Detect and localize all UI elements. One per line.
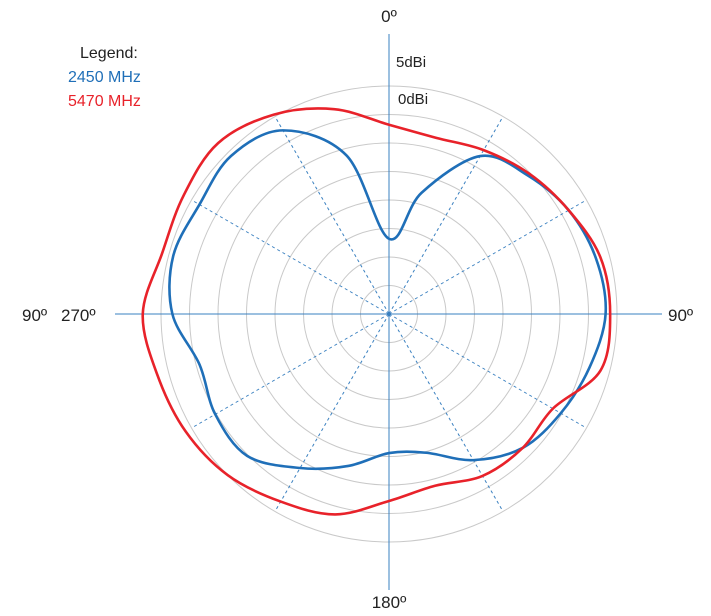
grid-spoke [191,199,390,315]
angle-label-top: 0º [381,7,397,26]
grid-spoke [388,313,504,512]
legend-item-5470: 5470 MHz [68,93,141,110]
grid-spoke [274,116,390,315]
grid-spoke [191,313,390,429]
ring-label-0dbi: 0dBi [398,91,428,108]
angle-label-bottom: 180º [372,593,407,612]
series-line-5470-mhz [141,107,612,516]
grid-spoke [388,313,587,429]
grid-spoke [388,199,587,315]
grid-axes [115,34,662,590]
grid-spokes [191,116,587,512]
grid-spoke [388,116,504,315]
series-layer [141,107,612,516]
angle-label-left-inner: 270º [61,306,96,325]
ring-label-5dbi: 5dBi [396,54,426,71]
legend-title: Legend: [80,45,138,62]
angle-label-left-outer: 90º [22,306,47,325]
legend-item-2450: 2450 MHz [68,69,141,86]
grid-spoke [274,313,390,512]
legend: Legend: 2450 MHz 5470 MHz [68,45,141,110]
angle-label-right: 90º [668,306,693,325]
